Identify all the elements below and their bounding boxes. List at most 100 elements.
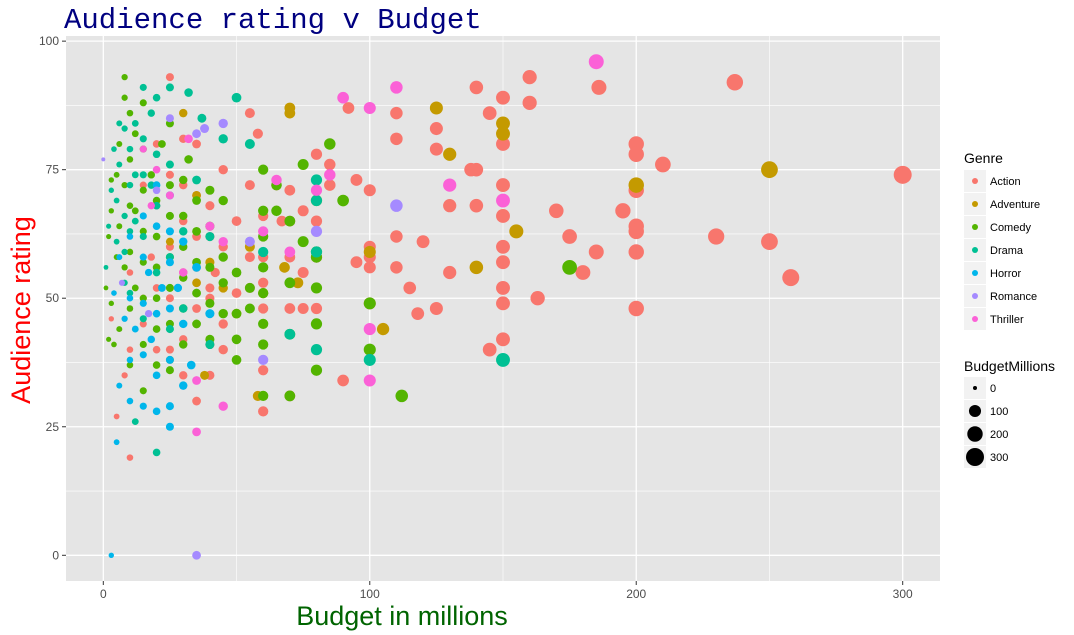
data-point [496,239,510,254]
data-point [192,550,201,560]
data-point [628,223,644,240]
data-point [284,215,296,227]
data-point [482,106,497,120]
data-point [121,125,128,132]
legend-key-dot [966,448,984,466]
data-point [337,91,349,104]
data-point [144,268,153,277]
data-point [126,289,134,297]
legend-label: Thriller [990,314,1024,326]
data-point [496,255,510,270]
data-point [231,92,242,103]
data-point [258,287,269,299]
data-point [297,205,309,217]
data-point [192,396,201,406]
data-point [244,138,255,149]
data-point [101,157,106,162]
data-point [231,355,242,365]
data-point [284,277,296,289]
data-point [276,215,288,227]
data-point [147,171,155,179]
legend-key-dot [968,404,982,418]
size-legend-title: BudgetMillions [964,358,1055,374]
data-point [113,171,120,178]
data-point [139,145,147,153]
y-axis: 0 25 50 75 100 [39,34,66,562]
data-point [147,181,155,189]
data-point [509,224,524,239]
legend-label: 0 [990,383,996,395]
data-point [179,304,188,313]
data-point [350,256,363,269]
data-point [284,390,296,402]
data-point [496,137,510,151]
data-point [231,334,242,345]
data-point [184,155,193,164]
data-point [152,371,161,380]
data-point [165,237,174,246]
data-point [258,318,269,330]
data-point [205,339,215,350]
data-point [310,302,323,315]
data-point [139,315,147,323]
data-point [252,128,263,139]
data-point [126,156,134,163]
data-point [363,374,376,387]
data-point [139,212,147,220]
data-point [126,356,134,364]
data-point [152,309,161,318]
y-axis-label: Audience rating [6,216,36,404]
data-point [464,162,478,177]
data-points [101,54,912,560]
data-point [324,169,336,181]
data-point [284,328,296,340]
data-point [363,297,376,310]
data-point [310,148,323,160]
data-point [131,130,139,138]
data-point [108,552,114,558]
data-point [192,376,201,385]
data-point [165,258,174,267]
data-point [152,294,161,303]
data-point [310,184,323,196]
data-point [152,201,161,210]
data-point [205,262,215,272]
data-point [179,268,188,277]
data-point [126,181,134,189]
data-point [165,83,174,92]
data-point [530,291,545,306]
legend-key-dot [972,316,978,322]
data-point [496,209,510,223]
data-point [131,171,139,179]
data-point [116,140,123,147]
data-point [165,211,174,220]
data-point [126,145,134,153]
data-point [116,382,123,389]
data-point [116,120,123,127]
data-point [165,191,174,200]
data-point [165,181,174,190]
data-point [165,325,174,334]
data-point [192,226,201,236]
data-point [139,181,147,189]
data-point [363,245,376,258]
data-point [549,203,564,219]
data-point [258,303,269,314]
data-point [218,252,228,262]
data-point [258,406,269,417]
data-point [342,102,355,114]
data-point [205,298,215,308]
data-point [179,175,188,185]
data-point [108,300,114,307]
data-point [708,228,725,245]
data-point [179,237,188,246]
data-point [152,140,161,148]
data-point [469,260,484,275]
data-point [218,134,228,144]
data-point [496,126,510,141]
data-point [165,355,174,364]
data-point [126,454,134,461]
data-point [165,160,174,169]
y-tick-label: 75 [46,163,60,177]
data-point [118,279,126,286]
